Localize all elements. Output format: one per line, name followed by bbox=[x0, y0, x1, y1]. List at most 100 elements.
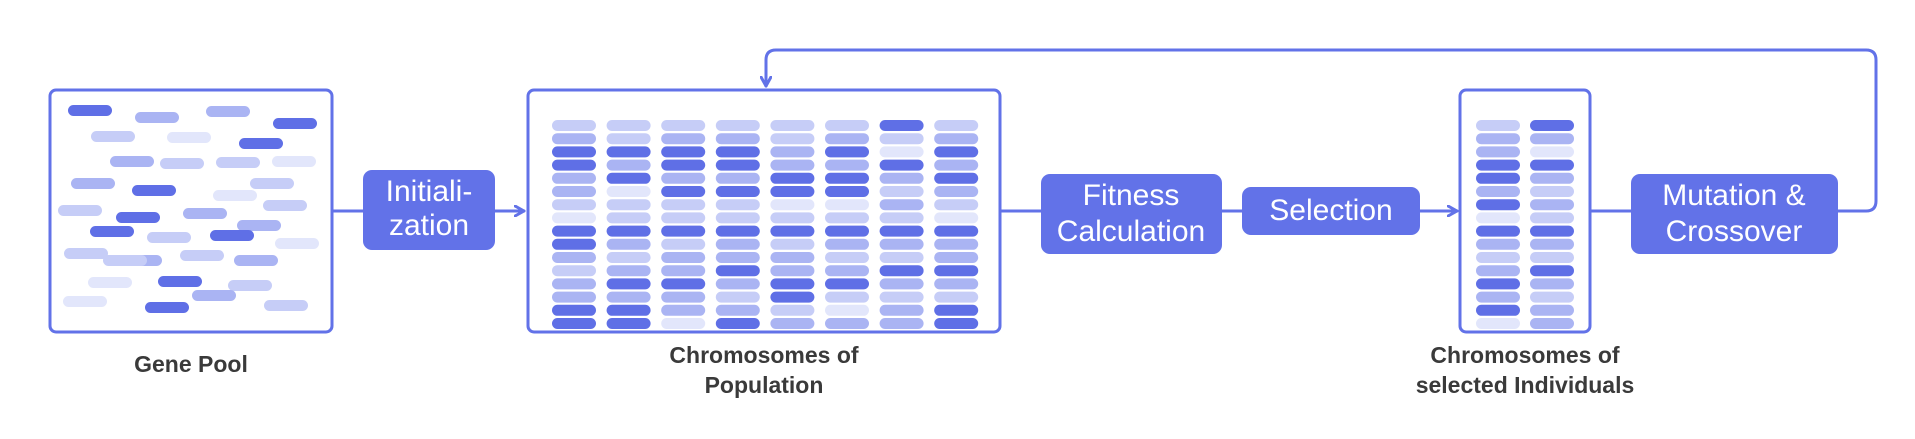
gene-segment bbox=[661, 304, 706, 316]
gene-segment bbox=[879, 212, 924, 224]
gene-segment bbox=[606, 318, 651, 329]
gene-segment bbox=[715, 238, 760, 250]
gene-segment bbox=[1476, 133, 1520, 145]
gene-segment bbox=[606, 186, 651, 197]
gene-segment bbox=[715, 304, 760, 316]
gene-segment bbox=[770, 186, 815, 197]
gene-segment bbox=[661, 238, 706, 250]
gene bbox=[239, 138, 283, 149]
gene-segment bbox=[934, 238, 979, 250]
gene-segment bbox=[934, 318, 979, 329]
gene-segment bbox=[879, 133, 924, 145]
gene-segment bbox=[1530, 252, 1574, 263]
population-box bbox=[526, 88, 1002, 334]
gene-segment bbox=[825, 265, 869, 277]
gene-segment bbox=[934, 159, 979, 171]
gene bbox=[132, 185, 176, 196]
gene-segment bbox=[552, 291, 596, 303]
gene-segment bbox=[934, 212, 979, 224]
gene-segment bbox=[1530, 225, 1574, 237]
gene-segment bbox=[1476, 278, 1520, 290]
selected-caption: Chromosomes of bbox=[1430, 342, 1619, 368]
fitness-label: Fitness bbox=[1083, 179, 1180, 212]
gene-segment bbox=[552, 199, 596, 211]
gene-segment bbox=[606, 146, 651, 158]
gene-segment bbox=[552, 265, 596, 277]
gene-segment bbox=[825, 172, 869, 184]
gene-segment bbox=[661, 318, 706, 329]
gene-segment bbox=[770, 159, 815, 171]
gene-segment bbox=[825, 318, 869, 329]
gene-segment bbox=[770, 238, 815, 250]
fitness-calculation-step: Fitness Calculation bbox=[1041, 174, 1222, 254]
gene-segment bbox=[1476, 318, 1520, 329]
gene-segment bbox=[1530, 159, 1574, 171]
gene bbox=[58, 205, 102, 216]
gene-segment bbox=[552, 146, 596, 158]
gene-segment bbox=[661, 252, 706, 263]
gene-segment bbox=[1476, 212, 1520, 224]
gene-segment bbox=[879, 278, 924, 290]
gene-segment bbox=[825, 238, 869, 250]
gene-segment bbox=[1530, 304, 1574, 316]
initialization-step: Initiali- zation bbox=[363, 170, 495, 250]
gene-segment bbox=[879, 318, 924, 329]
gene bbox=[234, 255, 278, 266]
gene bbox=[88, 277, 132, 288]
gene-segment bbox=[661, 133, 706, 145]
gene-segment bbox=[552, 120, 596, 131]
gene-segment bbox=[552, 172, 596, 184]
gene-segment bbox=[825, 252, 869, 263]
gene-segment bbox=[606, 199, 651, 211]
gene-segment bbox=[1530, 199, 1574, 211]
gene-segment bbox=[934, 186, 979, 197]
gene bbox=[216, 157, 260, 168]
gene-segment bbox=[715, 318, 760, 329]
gene-segment bbox=[661, 278, 706, 290]
gene-segment bbox=[1476, 159, 1520, 171]
mutation-crossover-step: Mutation & Crossover bbox=[1631, 174, 1838, 254]
gene bbox=[275, 238, 319, 249]
gene bbox=[110, 156, 154, 167]
gene bbox=[91, 131, 135, 142]
gene-segment bbox=[825, 146, 869, 158]
population-caption-line2: Population bbox=[705, 372, 824, 398]
selected-chromosomes bbox=[1476, 120, 1574, 329]
gene bbox=[192, 290, 236, 301]
gene-segment bbox=[606, 159, 651, 171]
gene-segment bbox=[879, 238, 924, 250]
gene-segment bbox=[1530, 291, 1574, 303]
gene-segment bbox=[552, 318, 596, 329]
gene bbox=[228, 280, 272, 291]
gene-segment bbox=[825, 278, 869, 290]
gene-segment bbox=[606, 304, 651, 316]
gene-segment bbox=[606, 212, 651, 224]
gene-segment bbox=[715, 120, 760, 131]
gene-segment bbox=[661, 146, 706, 158]
gene-segment bbox=[879, 120, 924, 131]
gene-segment bbox=[825, 225, 869, 237]
gene-segment bbox=[1476, 304, 1520, 316]
population-chromosomes bbox=[552, 120, 979, 329]
gene-segment bbox=[1476, 265, 1520, 277]
gene-segment bbox=[606, 133, 651, 145]
gene bbox=[90, 226, 134, 237]
gene-segment bbox=[715, 291, 760, 303]
gene-segment bbox=[715, 172, 760, 184]
gene-segment bbox=[934, 199, 979, 211]
gene-segment bbox=[715, 278, 760, 290]
gene-segment bbox=[661, 199, 706, 211]
gene-segment bbox=[770, 265, 815, 277]
gene-segment bbox=[879, 304, 924, 316]
gene-segment bbox=[552, 238, 596, 250]
gene-segment bbox=[1476, 120, 1520, 131]
gene-segment bbox=[1530, 278, 1574, 290]
gene-segment bbox=[715, 225, 760, 237]
gene bbox=[63, 296, 107, 307]
gene-segment bbox=[606, 291, 651, 303]
gene-segment bbox=[825, 199, 869, 211]
gene-segment bbox=[770, 133, 815, 145]
gene-segment bbox=[934, 304, 979, 316]
gene-segment bbox=[879, 146, 924, 158]
gene bbox=[180, 250, 224, 261]
